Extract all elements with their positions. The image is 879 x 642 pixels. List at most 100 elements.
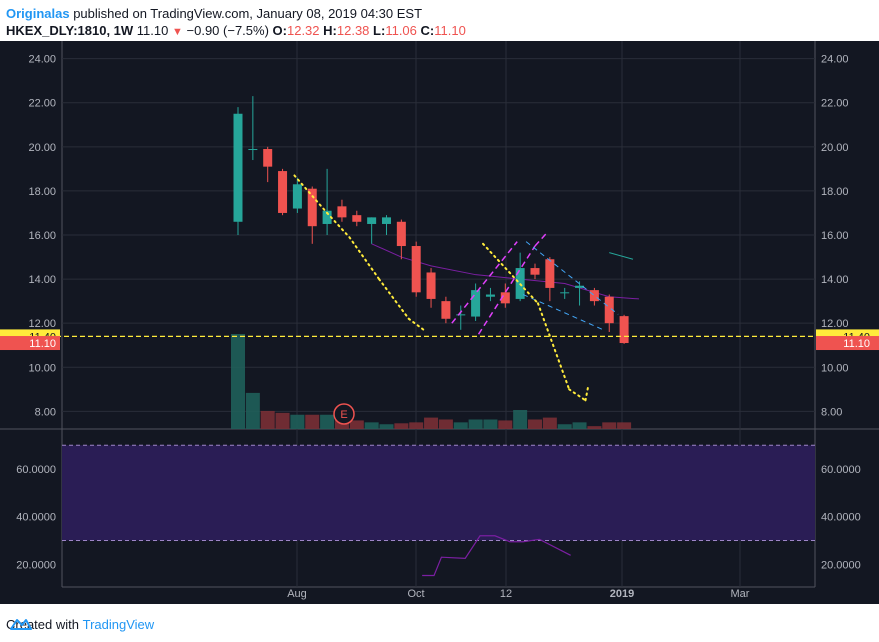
price-tick-left: 12.00	[28, 318, 56, 330]
volume-bar	[587, 426, 602, 429]
rsi-tick-left: 60.0000	[16, 464, 56, 476]
chart-svg[interactable]: 24.00 24.00 22.00 22.00 20.00 20.00 18.00 18.00…	[0, 41, 879, 604]
publish-info: Originalas published on TradingView.com,…	[6, 6, 422, 21]
candle-body	[589, 290, 599, 302]
volume-bar	[231, 334, 245, 429]
rsi-tick-left: 20.0000	[16, 559, 56, 571]
volume-bar	[542, 417, 557, 429]
down-arrow-icon: ▼	[172, 26, 183, 38]
volume-bar	[290, 414, 305, 429]
candle-body	[560, 292, 570, 294]
price-tick-left: 20.00	[28, 142, 56, 154]
pitchfork-top	[534, 232, 548, 247]
time-tick-label: Aug	[287, 588, 307, 600]
projection-dots	[482, 242, 539, 305]
projection-dots	[348, 236, 381, 281]
price-label-right-text: 11.10	[843, 338, 870, 350]
rsi-band	[62, 445, 815, 541]
channel-upper	[525, 241, 619, 315]
volume-bar	[260, 410, 275, 429]
volume-bar	[424, 417, 439, 429]
candle-body	[322, 210, 332, 224]
volume-bar	[572, 422, 587, 429]
price-tick-left: 18.00	[28, 186, 56, 198]
low-value: 11.06	[385, 23, 417, 38]
projection-dots	[326, 211, 351, 239]
rsi-tick-left: 40.0000	[16, 512, 56, 524]
volume-bar	[528, 419, 542, 429]
candle-body	[441, 301, 451, 319]
price-tick-right: 16.00	[821, 230, 849, 242]
price-tick-right: 12.00	[821, 318, 849, 330]
volume-bar	[498, 420, 513, 429]
candle-body	[411, 246, 421, 293]
price-tick-right: 14.00	[821, 274, 849, 286]
price-tick-right: 22.00	[821, 98, 849, 110]
candle-body	[278, 171, 288, 213]
candle-body	[545, 259, 555, 288]
candle-body	[263, 149, 273, 167]
footer: Created with TradingView	[6, 617, 154, 632]
candle-body	[337, 206, 347, 218]
projection-dots	[584, 383, 590, 402]
chart-area[interactable]: 24.00 24.00 22.00 22.00 20.00 20.00 18.00 18.00…	[0, 41, 879, 604]
volume-bar	[468, 419, 483, 429]
price-tick-right: 18.00	[821, 186, 849, 198]
open-value: 12.32	[286, 23, 320, 38]
candle-body	[471, 290, 481, 317]
publisher-name[interactable]: Originalas	[6, 6, 70, 21]
candle-body	[426, 272, 436, 299]
volume-bar	[483, 419, 498, 429]
tradingview-logo-icon	[10, 619, 32, 630]
volume-bar	[438, 419, 453, 429]
projection-dots	[378, 278, 410, 320]
open-label: O:	[272, 23, 287, 38]
time-tick-label: 12	[500, 588, 512, 600]
rsi-tick-right: 20.0000	[821, 559, 861, 571]
channel-lower	[522, 294, 604, 331]
rsi-line	[422, 535, 571, 577]
price-tick-left: 22.00	[28, 98, 56, 110]
close-label: C:	[420, 23, 435, 38]
earnings-marker-label: E	[340, 409, 347, 421]
volume-bar	[394, 423, 409, 429]
candle-body	[530, 268, 540, 275]
earnings-marker-icon	[333, 403, 355, 425]
candle-body	[619, 316, 629, 344]
candle-body	[248, 149, 258, 151]
price-change: −0.90 (−7.5%)	[186, 23, 269, 38]
candle-body	[485, 294, 495, 297]
close-value: 11.10	[434, 23, 466, 38]
price-tick-left: 24.00	[28, 54, 56, 66]
pitchfork-lower	[477, 245, 536, 335]
symbol-name[interactable]: HKEX_DLY:1810, 1W	[6, 23, 134, 38]
pitchfork-upper	[451, 241, 518, 324]
price-tick-left: 14.00	[28, 274, 56, 286]
volume-bar	[602, 422, 617, 429]
volume-bar	[320, 414, 335, 429]
volume-bar	[364, 422, 379, 429]
volume-bar	[349, 420, 364, 429]
volume-bar	[379, 424, 394, 429]
candle-body	[396, 221, 406, 247]
candle-body	[604, 296, 614, 324]
volume-bar	[513, 410, 528, 429]
time-tick-label: Mar	[731, 588, 750, 600]
rsi-tick-right: 60.0000	[821, 464, 861, 476]
candle-body	[456, 314, 466, 316]
time-tick-label: Oct	[407, 588, 424, 600]
candle-body	[292, 184, 302, 209]
sma-line	[371, 243, 639, 300]
tradingview-brand[interactable]: TradingView	[82, 617, 155, 632]
price-tick-left: 16.00	[28, 230, 56, 242]
volume-bar	[245, 392, 260, 429]
projection-dots	[536, 302, 571, 391]
candle-body	[500, 292, 510, 304]
indicator-segment	[609, 252, 634, 260]
candle-body	[575, 285, 585, 288]
price-tick-left: 8.00	[35, 406, 56, 418]
volume-bar	[617, 422, 632, 429]
volume-bar	[409, 422, 424, 429]
price-label-left-text: 11.10	[29, 338, 56, 350]
price-label-right	[816, 336, 879, 351]
